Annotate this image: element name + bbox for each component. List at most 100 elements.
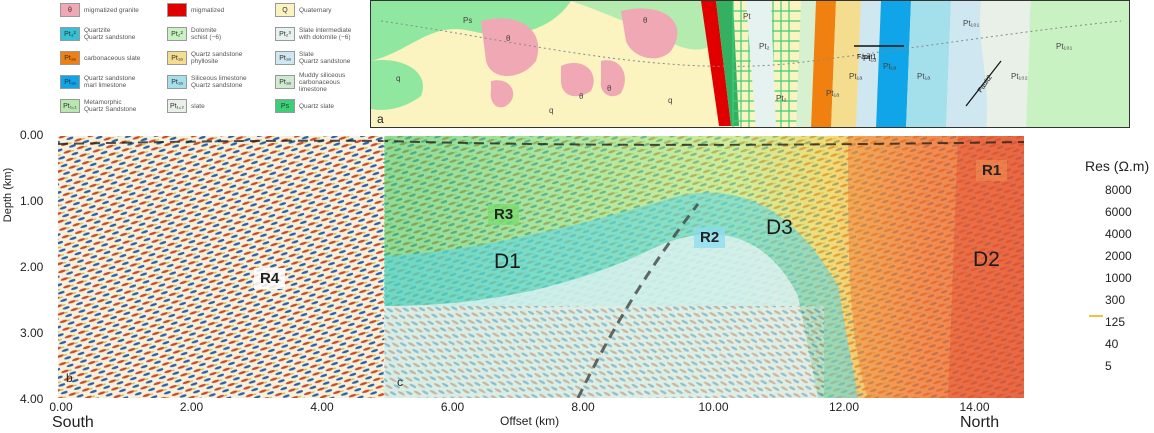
legend-label: carbonaceous slate [84,54,141,62]
legend-item: Q Quaternary [275,3,357,17]
resistivity-value: 2000 [1105,249,1132,263]
panel-c-label: c [397,375,403,389]
legend-label: Muddy siliceous carbonaceous limestone [299,71,346,93]
legend-item: Pt₃² Quartzite Quartz sandstone [60,27,142,41]
svg-text:Pt: Pt [743,12,751,21]
svg-text:q: q [668,96,672,105]
legend-swatch: Pt₁ₐ [167,51,187,65]
legend-label: Quartzite Quartz sandstone [84,27,136,41]
legend-item: Pt₁ₐ Muddy siliceous carbonaceous limesto… [275,72,357,93]
legend-label: Siliceous limestone Quartz sandstone [191,75,247,89]
x-tick-label: 2.00 [179,400,204,414]
y-tick-label: 3.00 [20,326,44,340]
legend: θ migmatized granite migmatized Q Quaternary… [60,0,370,130]
x-tick-label: 4.00 [310,400,334,414]
legend-swatch: Q [275,3,295,17]
legend-swatch: Pt₃² [60,27,80,41]
legend-item: Pt₁ₐ Quartz sandstone marl limestone [60,75,142,89]
legend-item: Pt₂² Dolomite schist (−6) [167,27,249,41]
zone-r1: R1 [976,160,1008,181]
svg-text:Pt₁₀₂: Pt₁₀₂ [1011,72,1028,81]
x-tick-label: 8.00 [571,400,595,414]
svg-text:θ: θ [643,16,648,25]
zone-d1: D1 [494,250,521,273]
resistivity-value: 1000 [1105,271,1132,285]
legend-swatch: Pt₁꜀₂ [167,99,187,113]
legend-swatch: Pt₂² [167,27,187,41]
legend-swatch [167,3,187,17]
svg-text:θ: θ [579,92,584,101]
legend-swatch: Pt₂³ [275,27,295,41]
legend-label: Quaternary [299,6,332,14]
legend-label: Quartz slate [299,102,335,110]
svg-text:Pt₁ₐ: Pt₁ₐ [849,72,863,81]
legend-label: Dolomite schist (−6) [191,27,222,41]
geologic-map-svg: Ps q q q θ θ θ θ Pt Pt₂ Pt₂ Pt₁ₐ Pt₁ₐ Pt… [371,1,1129,127]
legend-label: Quartz sandstone marl limestone [84,75,136,89]
seismic-section-svg [58,136,1024,398]
legend-label: migmatized granite [84,6,139,14]
legend-item: Pt₁ₐ Slate Quartz sandstone [275,51,357,65]
svg-text:q: q [396,74,400,83]
legend-label: slate [191,102,205,110]
svg-text:θ: θ [506,34,511,43]
legend-swatch: Pt₁ₐ [60,51,80,65]
legend-item: Pt₁꜀₂ slate [167,99,249,113]
legend-item: Pt₂³ Slate intermediate with dolomite (−6… [275,27,357,41]
x-tick-label: 12.00 [828,400,860,414]
legend-swatch: Pt₁ₐ [275,75,295,89]
y-axis-label: Depth (km) [2,167,14,223]
legend-swatch: Pt₁ₐ [60,75,80,89]
legend-label: Slate intermediate with dolomite (−6) [299,27,352,41]
legend-item: migmatized [167,3,249,17]
legend-swatch: Ps [275,99,295,113]
x-tick-label: 10.00 [698,400,729,414]
resistivity-title: Res (Ω.m) [1085,158,1150,174]
legend-label: migmatized [191,6,225,14]
svg-text:Pt₁₀₁: Pt₁₀₁ [1056,42,1073,51]
svg-text:Pt₂: Pt₂ [776,94,787,103]
y-tick-label: 1.00 [20,194,44,208]
resistivity-value: 6000 [1105,205,1132,219]
north-label: North [960,414,1000,431]
legend-item: θ migmatized granite [60,3,142,17]
fault1-label: Fault1 [857,54,877,61]
zone-r3: R3 [488,204,520,225]
resistivity-value: 40 [1105,337,1119,351]
legend-swatch: Pt₁ₐ [275,51,295,65]
resistivity-value: 4000 [1105,227,1132,241]
south-label: South [52,414,94,431]
panel-b-label: b [66,371,73,385]
zone-r2: R2 [694,227,726,248]
svg-text:Pt₂: Pt₂ [759,42,770,51]
legend-swatch: Pt₁꜀₁ [60,99,80,113]
x-tick-label: 6.00 [440,400,465,414]
legend-label: Metamorphic Quartz Sandstone [84,99,137,113]
svg-text:Pt₁ₐ: Pt₁ₐ [826,89,840,98]
svg-text:Pt₁ₐ: Pt₁ₐ [863,54,877,63]
panel-a-label: a [377,112,384,126]
geologic-map: Ps q q q θ θ θ θ Pt Pt₂ Pt₂ Pt₁ₐ Pt₁ₐ Pt… [370,0,1130,128]
legend-swatch: θ [60,3,80,17]
svg-text:Pt₁₀₁: Pt₁₀₁ [963,19,980,28]
resistivity-value: 5 [1105,359,1112,373]
x-tick-label: 14.00 [959,400,990,414]
resistivity-value: 300 [1105,293,1126,307]
svg-text:Pt₁ₐ: Pt₁ₐ [917,72,931,81]
legend-item: Pt₁ₐ Siliceous limestone Quartz sandstone [167,75,249,89]
x-axis-label: Offset (km) [500,414,560,428]
zone-r4: R4 [254,268,286,289]
legend-swatch: Pt₁ₐ [167,75,187,89]
resistivity-marker [1089,315,1103,317]
y-tick-label: 0.00 [20,128,44,142]
resistivity-value: 8000 [1105,183,1132,197]
seismic-section [58,136,1024,398]
svg-text:Ps: Ps [463,16,472,25]
legend-item: Pt₁ₐ carbonaceous slate [60,51,142,65]
zone-d3: D3 [766,216,793,239]
zone-d2: D2 [973,248,1000,271]
legend-label: Quartz sandstone phyllosite [191,51,243,65]
svg-text:Pt₁ₐ: Pt₁ₐ [883,62,897,71]
x-tick-label: 0.00 [49,400,73,414]
legend-item: Pt₁꜀₁ Metamorphic Quartz Sandstone [60,99,142,113]
